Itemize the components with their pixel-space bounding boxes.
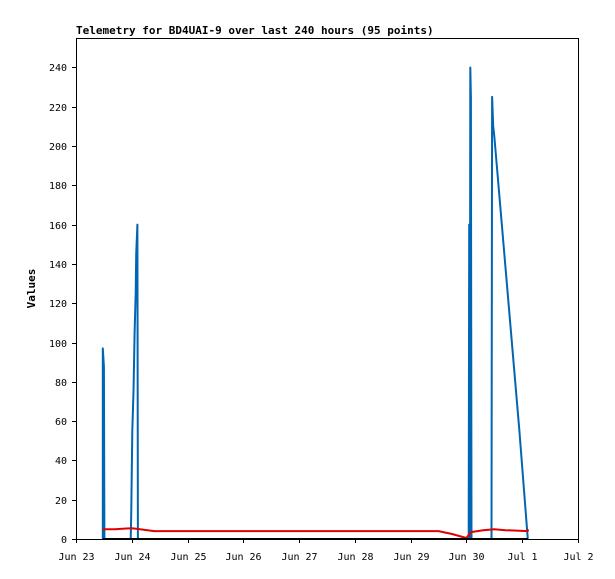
y-tick-label: 60	[55, 417, 67, 428]
x-tick-label: Jun 26	[225, 552, 261, 563]
y-tick-label: 220	[49, 103, 67, 114]
x-tick-label: Jun 24	[114, 552, 150, 563]
y-tick-label: 180	[49, 181, 67, 192]
x-axis: Jun 23 Jun 24 Jun 25 Jun 26 Jun 27 Jun 28 Jun …	[58, 539, 594, 563]
series-line-2	[102, 527, 529, 539]
y-axis: 0 20 40 60 80 100 120 140 160 180 200 220 240	[49, 63, 76, 546]
x-tick-label: Jul 2	[563, 552, 593, 563]
y-tick-label: 240	[49, 63, 67, 74]
y-tick-label: 40	[55, 456, 67, 467]
y-tick-label: 80	[55, 378, 67, 389]
y-tick-label: 100	[49, 339, 67, 350]
y-tick-label: 200	[49, 142, 67, 153]
series-line-1	[101, 66, 529, 540]
y-tick-label: 20	[55, 496, 67, 507]
y-tick-label: 0	[61, 535, 67, 546]
chart-title: Telemetry for BD4UAI-9 over last 240 hou…	[76, 24, 434, 37]
y-axis-label: Values	[25, 269, 38, 309]
y-tick-label: 120	[49, 299, 67, 310]
plot-area	[76, 38, 579, 540]
x-tick-label: Jun 25	[170, 552, 206, 563]
x-tick-label: Jun 23	[58, 552, 94, 563]
x-tick-label: Jun 28	[337, 552, 373, 563]
y-tick-label: 160	[49, 221, 67, 232]
series-layer	[101, 66, 529, 540]
x-tick-label: Jun 30	[448, 552, 484, 563]
y-tick-label: 140	[49, 260, 67, 271]
x-tick-label: Jul 1	[507, 552, 537, 563]
x-tick-label: Jun 29	[393, 552, 429, 563]
x-tick-label: Jun 27	[281, 552, 317, 563]
